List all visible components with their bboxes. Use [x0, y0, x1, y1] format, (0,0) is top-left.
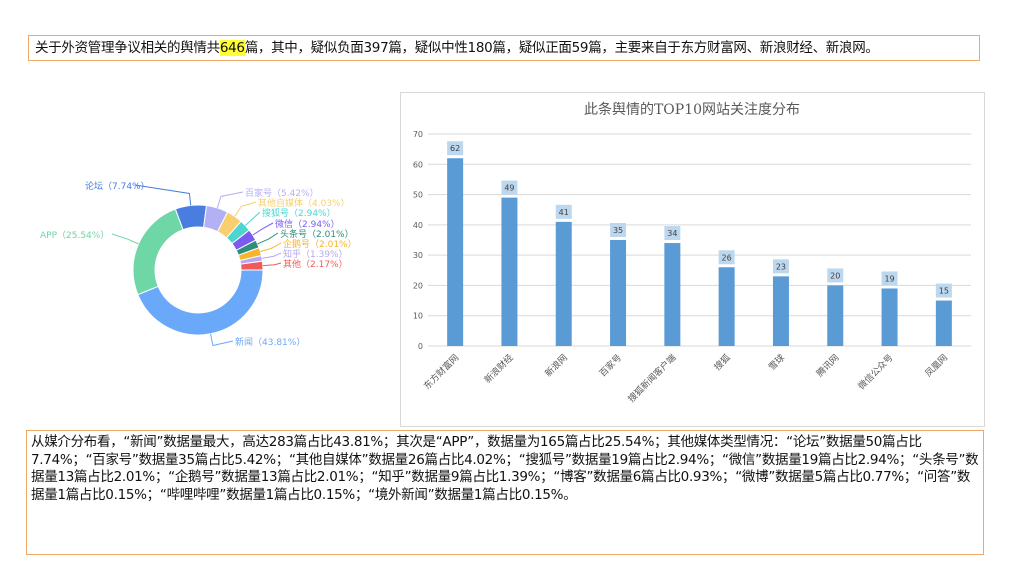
summary-text: 关于外资管理争议相关的舆情共646篇，其中，疑似负面397篇，疑似中性180篇，…: [28, 35, 980, 61]
donut-label: 新闻（43.81%）: [235, 338, 306, 348]
x-tick-label: 雪球: [766, 352, 787, 373]
leader-line: [111, 233, 139, 245]
leader-line: [262, 262, 282, 267]
leader-line: [257, 232, 279, 245]
data-label: 15: [939, 287, 949, 296]
y-tick-label: 20: [413, 281, 423, 290]
leader-line: [134, 184, 192, 206]
data-label-bg: [881, 271, 898, 286]
data-label: 20: [830, 271, 840, 280]
y-tick-label: 40: [413, 221, 423, 230]
data-label-bg: [772, 259, 789, 274]
leader-line: [260, 242, 282, 253]
x-tick-label: 微信公众号: [855, 352, 895, 392]
x-tick-label: 百家号: [597, 352, 625, 380]
leader-line: [234, 201, 257, 217]
donut-label: 论坛（7.74%）: [85, 182, 150, 192]
data-label: 19: [884, 274, 894, 283]
media-donut-chart: 新闻（43.81%） APP（25.54%） 论坛（7.74%） 百家号（5.42%）…: [30, 165, 370, 355]
y-tick-label: 30: [413, 251, 423, 260]
y-tick-label: 70: [413, 130, 423, 139]
leader-line: [210, 333, 234, 347]
data-label-bg: [718, 250, 735, 265]
donut-slice: [132, 208, 184, 296]
donut-label: 其他自媒体（4.03%）: [258, 199, 350, 209]
summary-pre: 关于外资管理争议相关的舆情共: [35, 40, 220, 56]
donut-slice: [137, 269, 264, 336]
summary-post: 篇，其中，疑似负面397篇，疑似中性180篇，疑似正面59篇，主要来自于东方财富…: [244, 40, 879, 56]
total-count: 646: [219, 40, 245, 56]
donut-label: 知乎（1.39%）: [283, 250, 348, 260]
donut-label: 企鹅号（2.01%）: [283, 240, 357, 250]
data-label-bg: [501, 180, 518, 195]
bar: [664, 243, 681, 346]
donut-label: APP（25.54%）: [40, 231, 110, 241]
data-label: 26: [722, 253, 732, 262]
data-label: 23: [776, 262, 786, 271]
data-label-bg: [664, 226, 681, 241]
media-distribution-text: 从媒介分布看，“新闻”数据量最大，高达283篇占比43.81%；其次是“APP”…: [26, 430, 984, 555]
x-tick-label: 凤凰网: [923, 352, 950, 379]
data-label: 34: [667, 229, 677, 238]
x-tick-label: 东方财富网: [421, 352, 461, 392]
donut-label: 搜狐号（2.94%）: [262, 209, 336, 219]
bar: [555, 221, 572, 346]
x-tick-label: 腾讯网: [814, 352, 842, 380]
data-label-bg: [447, 141, 464, 156]
leader-line: [245, 211, 261, 226]
data-label: 49: [504, 184, 514, 193]
data-label-bg: [935, 283, 952, 298]
x-tick-label: 搜狐: [712, 352, 733, 373]
data-label-bg: [610, 223, 627, 237]
x-tick-label: 搜狐新闻客户端: [625, 352, 678, 405]
data-label: 41: [559, 208, 569, 217]
y-tick-label: 50: [413, 191, 423, 200]
donut-label: 百家号（5.42%）: [245, 189, 319, 199]
bar: [935, 300, 952, 346]
donut-label: 其他（2.17%）: [283, 260, 348, 270]
leader-line: [252, 222, 274, 236]
bar: [447, 158, 464, 346]
data-label: 35: [613, 226, 623, 235]
data-label-bg: [555, 204, 572, 219]
data-label: 62: [450, 144, 460, 153]
bar: [772, 276, 789, 346]
x-tick-label: 新浪财经: [482, 352, 516, 386]
bar: [501, 197, 518, 346]
bar: [827, 285, 844, 346]
data-label-bg: [827, 268, 844, 283]
y-tick-label: 0: [418, 342, 423, 351]
x-tick-label: 新浪网: [542, 352, 570, 380]
donut-slice: [240, 260, 264, 271]
chart-title: 此条舆情的TOP10网站关注度分布: [584, 101, 800, 118]
y-tick-label: 60: [413, 160, 423, 169]
bar: [610, 240, 627, 346]
y-tick-label: 10: [413, 312, 423, 321]
bar: [881, 288, 898, 346]
top10-bar-chart: 此条舆情的TOP10网站关注度分布 0 10 20 30 40 50 60 70 62 东方财富网 4…: [400, 92, 985, 427]
donut-label: 微信（2.94%）: [275, 220, 340, 230]
bar: [718, 267, 735, 346]
leader-line: [261, 252, 282, 259]
leader-line: [216, 191, 244, 209]
donut-label: 头条号（2.01%）: [280, 230, 354, 240]
